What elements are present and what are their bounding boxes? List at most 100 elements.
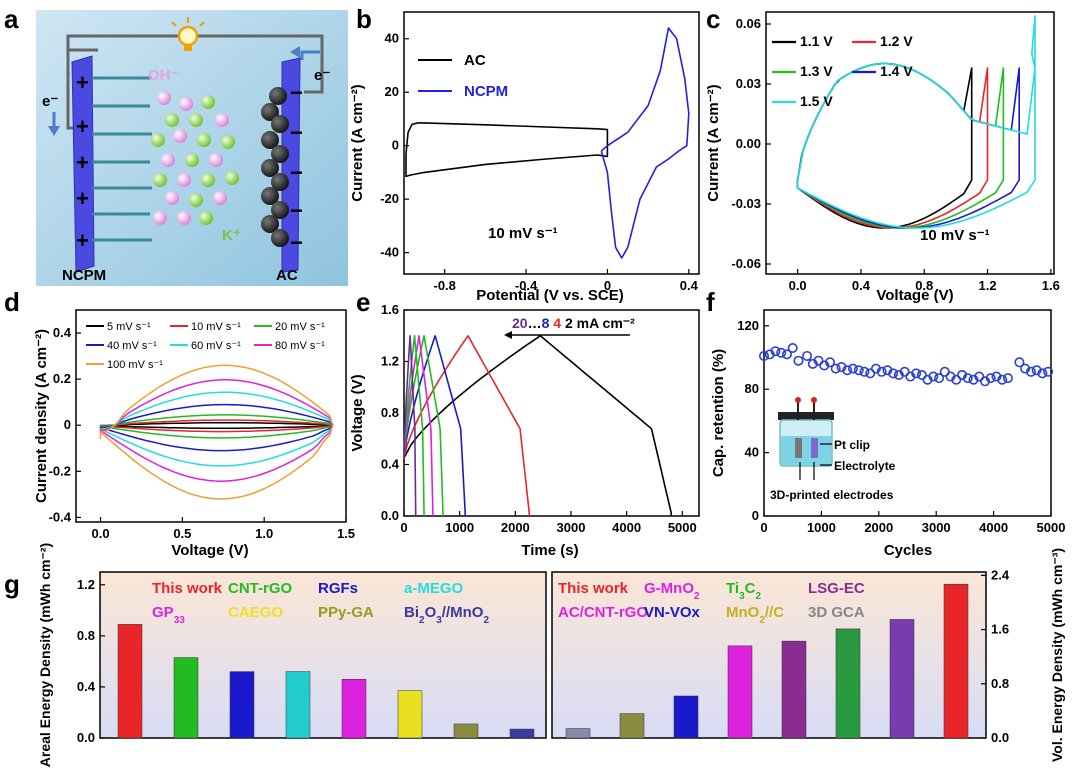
legend-label-1.1v: 1.1 V — [800, 33, 833, 49]
gcd-curve — [403, 334, 434, 516]
legend-label-scan: 60 mV s⁻¹ — [191, 340, 241, 352]
panel-c-ticks: 0.0 0.4 0.8 1.2 1.6 -0.06 -0.03 0.00 0.03 0.06 — [731, 16, 1060, 293]
panel-b-scanrate: 10 mV s⁻¹ — [488, 225, 558, 242]
panel-c-frame — [765, 11, 1055, 275]
legend-vol-ti3c2: Ti3C2 — [726, 580, 761, 602]
panel-letter-c: c — [706, 4, 720, 34]
y-tick-label: 120 — [737, 318, 759, 333]
retention-point — [776, 347, 787, 358]
panel-e-ticks: 0 1000 2000 3000 4000 5000 0.0 0.4 0.8 1.2 1.6 — [381, 302, 697, 535]
y-tick-label: 0.4 — [381, 457, 400, 472]
svg-text:−: − — [290, 80, 303, 105]
cv-curve-ac — [405, 122, 609, 178]
panel-g-right-ylabel: Vol. Energy Density (mWh cm⁻³) — [1049, 548, 1065, 762]
panel-g-bars — [117, 583, 969, 739]
cell-inset: Pt clip Electrolyte 3D-printed electrode… — [770, 397, 896, 502]
legend-vol-lsg-ec: LSG-EC — [808, 580, 865, 597]
cation-label: K⁺ — [222, 227, 241, 244]
retention-point — [928, 371, 939, 382]
panel-d-xlabel: Voltage (V) — [171, 542, 248, 559]
legend-areal-caego: CAEGO — [228, 604, 283, 621]
bar-areal-ppy-ga — [453, 723, 479, 739]
panel-g-left-ylabel: Areal Energy Density (mWh cm⁻²) — [37, 543, 53, 767]
bar-areal-gp33 — [341, 679, 367, 739]
bar-vol-vn-vox — [673, 695, 699, 739]
legend-e-4: 4 — [549, 315, 561, 331]
panel-letter-d: d — [4, 287, 20, 317]
panel-letter-e: e — [356, 287, 370, 317]
inset-pt-clip: Pt clip — [834, 438, 870, 452]
retention-point — [922, 374, 933, 385]
retention-point — [1037, 368, 1048, 379]
panel-b-legend: AC NCPM — [418, 52, 508, 100]
x-tick-label: -0.4 — [515, 278, 538, 293]
y-tick-label: 40 — [745, 445, 759, 460]
retention-point — [957, 369, 968, 380]
retention-point — [962, 373, 973, 384]
svg-text:+: + — [76, 150, 89, 175]
retention-point — [819, 360, 830, 371]
y-tick-label: 0.8 — [381, 405, 399, 420]
legend-e-dots: … — [528, 315, 542, 331]
legend-areal-ppy-ga: PPy-GA — [318, 604, 374, 621]
cv-window-1.4v — [796, 62, 1021, 229]
retention-point — [997, 374, 1008, 385]
retention-point — [807, 358, 818, 369]
legend-e-8: 8 — [542, 315, 550, 331]
retention-point — [865, 368, 876, 379]
x-tick-label: 3000 — [557, 520, 586, 535]
svg-text:−: − — [290, 230, 303, 255]
retention-point — [939, 366, 950, 377]
retention-point — [911, 368, 922, 379]
retention-point — [968, 374, 979, 385]
y-tick-label: 40 — [385, 31, 399, 46]
panel-b-xlabel: Potential (V vs. SCE) — [476, 287, 624, 304]
svg-text:−: − — [290, 198, 303, 223]
x-tick-label: 1000 — [445, 520, 474, 535]
retention-point — [1031, 365, 1042, 376]
retention-point — [1002, 373, 1013, 384]
y-tick-label: 0.8 — [991, 676, 1009, 691]
gcd-curve — [403, 334, 425, 516]
x-tick-label: 0.5 — [173, 526, 191, 541]
panel-d-ticks: 0.0 0.5 1.0 1.5 -0.4 -0.2 0 0.2 0.4 — [49, 325, 355, 541]
panel-d-ylabel: Current density (A cm⁻²) — [33, 329, 50, 503]
bar-vol-ti3c2 — [835, 628, 861, 739]
retention-point — [830, 363, 841, 374]
y-tick-label: -0.2 — [49, 463, 71, 478]
panel-b-series — [405, 27, 690, 259]
y-tick-label: 20 — [385, 84, 399, 99]
y-tick-label: -40 — [380, 245, 399, 260]
legend-label-scan: 100 mV s⁻¹ — [107, 359, 163, 371]
panel-e-series — [403, 334, 673, 516]
y-tick-label: 1.6 — [381, 302, 399, 317]
bar-vol-3d-gca — [565, 728, 591, 739]
legend-vol-mno2-c: MnO2//C — [726, 604, 784, 626]
cell-lid — [778, 412, 834, 420]
retention-point — [825, 357, 836, 368]
panel-letter-g: g — [4, 569, 20, 599]
panel-e-gcd: 0 1000 2000 3000 4000 5000 0.0 0.4 0.8 1.2 1.6 20…… — [349, 302, 700, 559]
x-tick-label: 0 — [400, 520, 407, 535]
legend-label-scan: 5 mV s⁻¹ — [107, 321, 151, 333]
legend-label-scan: 20 mV s⁻¹ — [275, 321, 325, 333]
x-tick-label: 1.0 — [255, 526, 273, 541]
ac-label: AC — [276, 267, 298, 284]
x-tick-label: 5000 — [668, 520, 697, 535]
panel-d-frame — [75, 309, 347, 523]
panel-f-cycling: 0 1000 2000 3000 4000 5000 0 40 80 120 Pt clip El… — [710, 309, 1066, 559]
retention-point — [781, 349, 792, 360]
legend-label-1.3v: 1.3 V — [800, 63, 833, 79]
retention-point — [916, 369, 927, 380]
retention-point — [1020, 363, 1031, 374]
legend-e-20: 20 — [512, 315, 528, 331]
retention-point — [945, 371, 956, 382]
retention-point — [770, 346, 781, 357]
x-tick-label: 0 — [604, 278, 611, 293]
gcd-curve — [403, 334, 673, 516]
x-tick-label: 5000 — [1037, 520, 1066, 535]
legend-label-scan: 10 mV s⁻¹ — [191, 321, 241, 333]
legend-vol-g-mno2: G-MnO2 — [644, 580, 700, 602]
